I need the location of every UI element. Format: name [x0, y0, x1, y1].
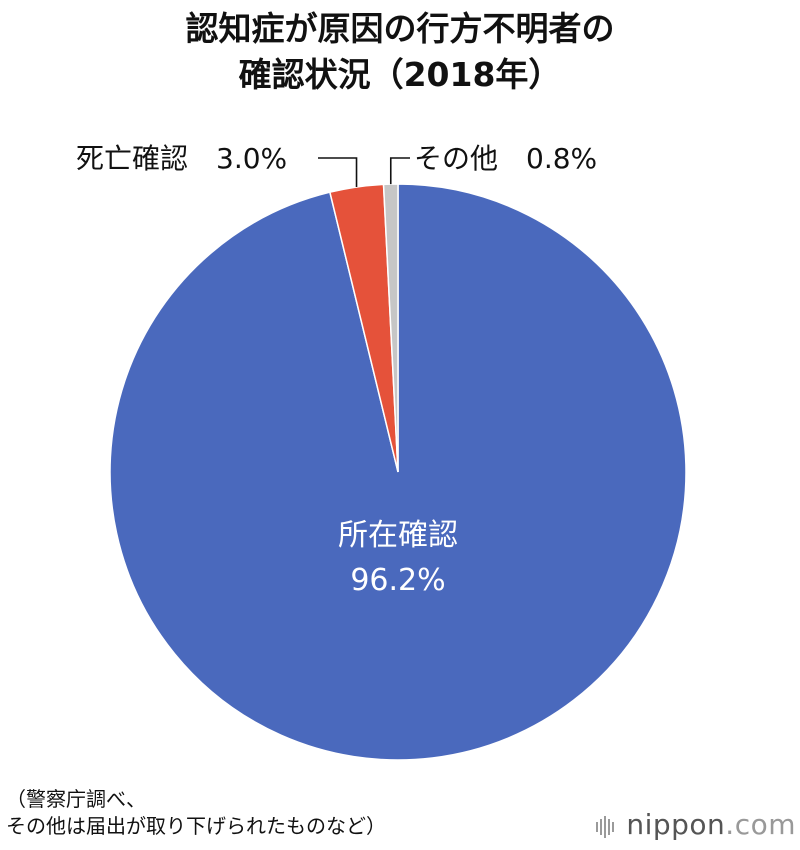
logo-brand: nippon — [626, 807, 726, 841]
slice-label-other: その他 0.8% — [414, 142, 597, 175]
slice-other — [382, 183, 399, 473]
leader-line-death — [318, 157, 358, 188]
logo-bars-icon — [596, 809, 616, 842]
leader-lines — [318, 157, 410, 188]
leader-line-other — [389, 157, 410, 185]
chart-title-line-2: 確認状況（2018年） — [238, 55, 562, 94]
source-footnote: （警察庁調べ、 その他は届出が取り下げられたものなど） — [6, 786, 386, 840]
footnote-line-1: （警察庁調べ、 — [6, 787, 146, 811]
footnote-line-2: その他は届出が取り下げられたものなど） — [6, 814, 386, 838]
slice-label-value: 96.2% — [350, 563, 445, 598]
slice-label-death: 死亡確認 3.0% — [76, 142, 287, 175]
nippon-logo: nippon.com — [596, 808, 796, 843]
slice-label-name: 所在確認 — [338, 518, 458, 553]
logo-suffix: .com — [725, 807, 796, 841]
chart-title-line-1: 認知症が原因の行方不明者の — [185, 9, 615, 48]
pie-slices — [109, 183, 687, 761]
chart-title: 認知症が原因の行方不明者の 確認状況（2018年） — [0, 6, 800, 98]
